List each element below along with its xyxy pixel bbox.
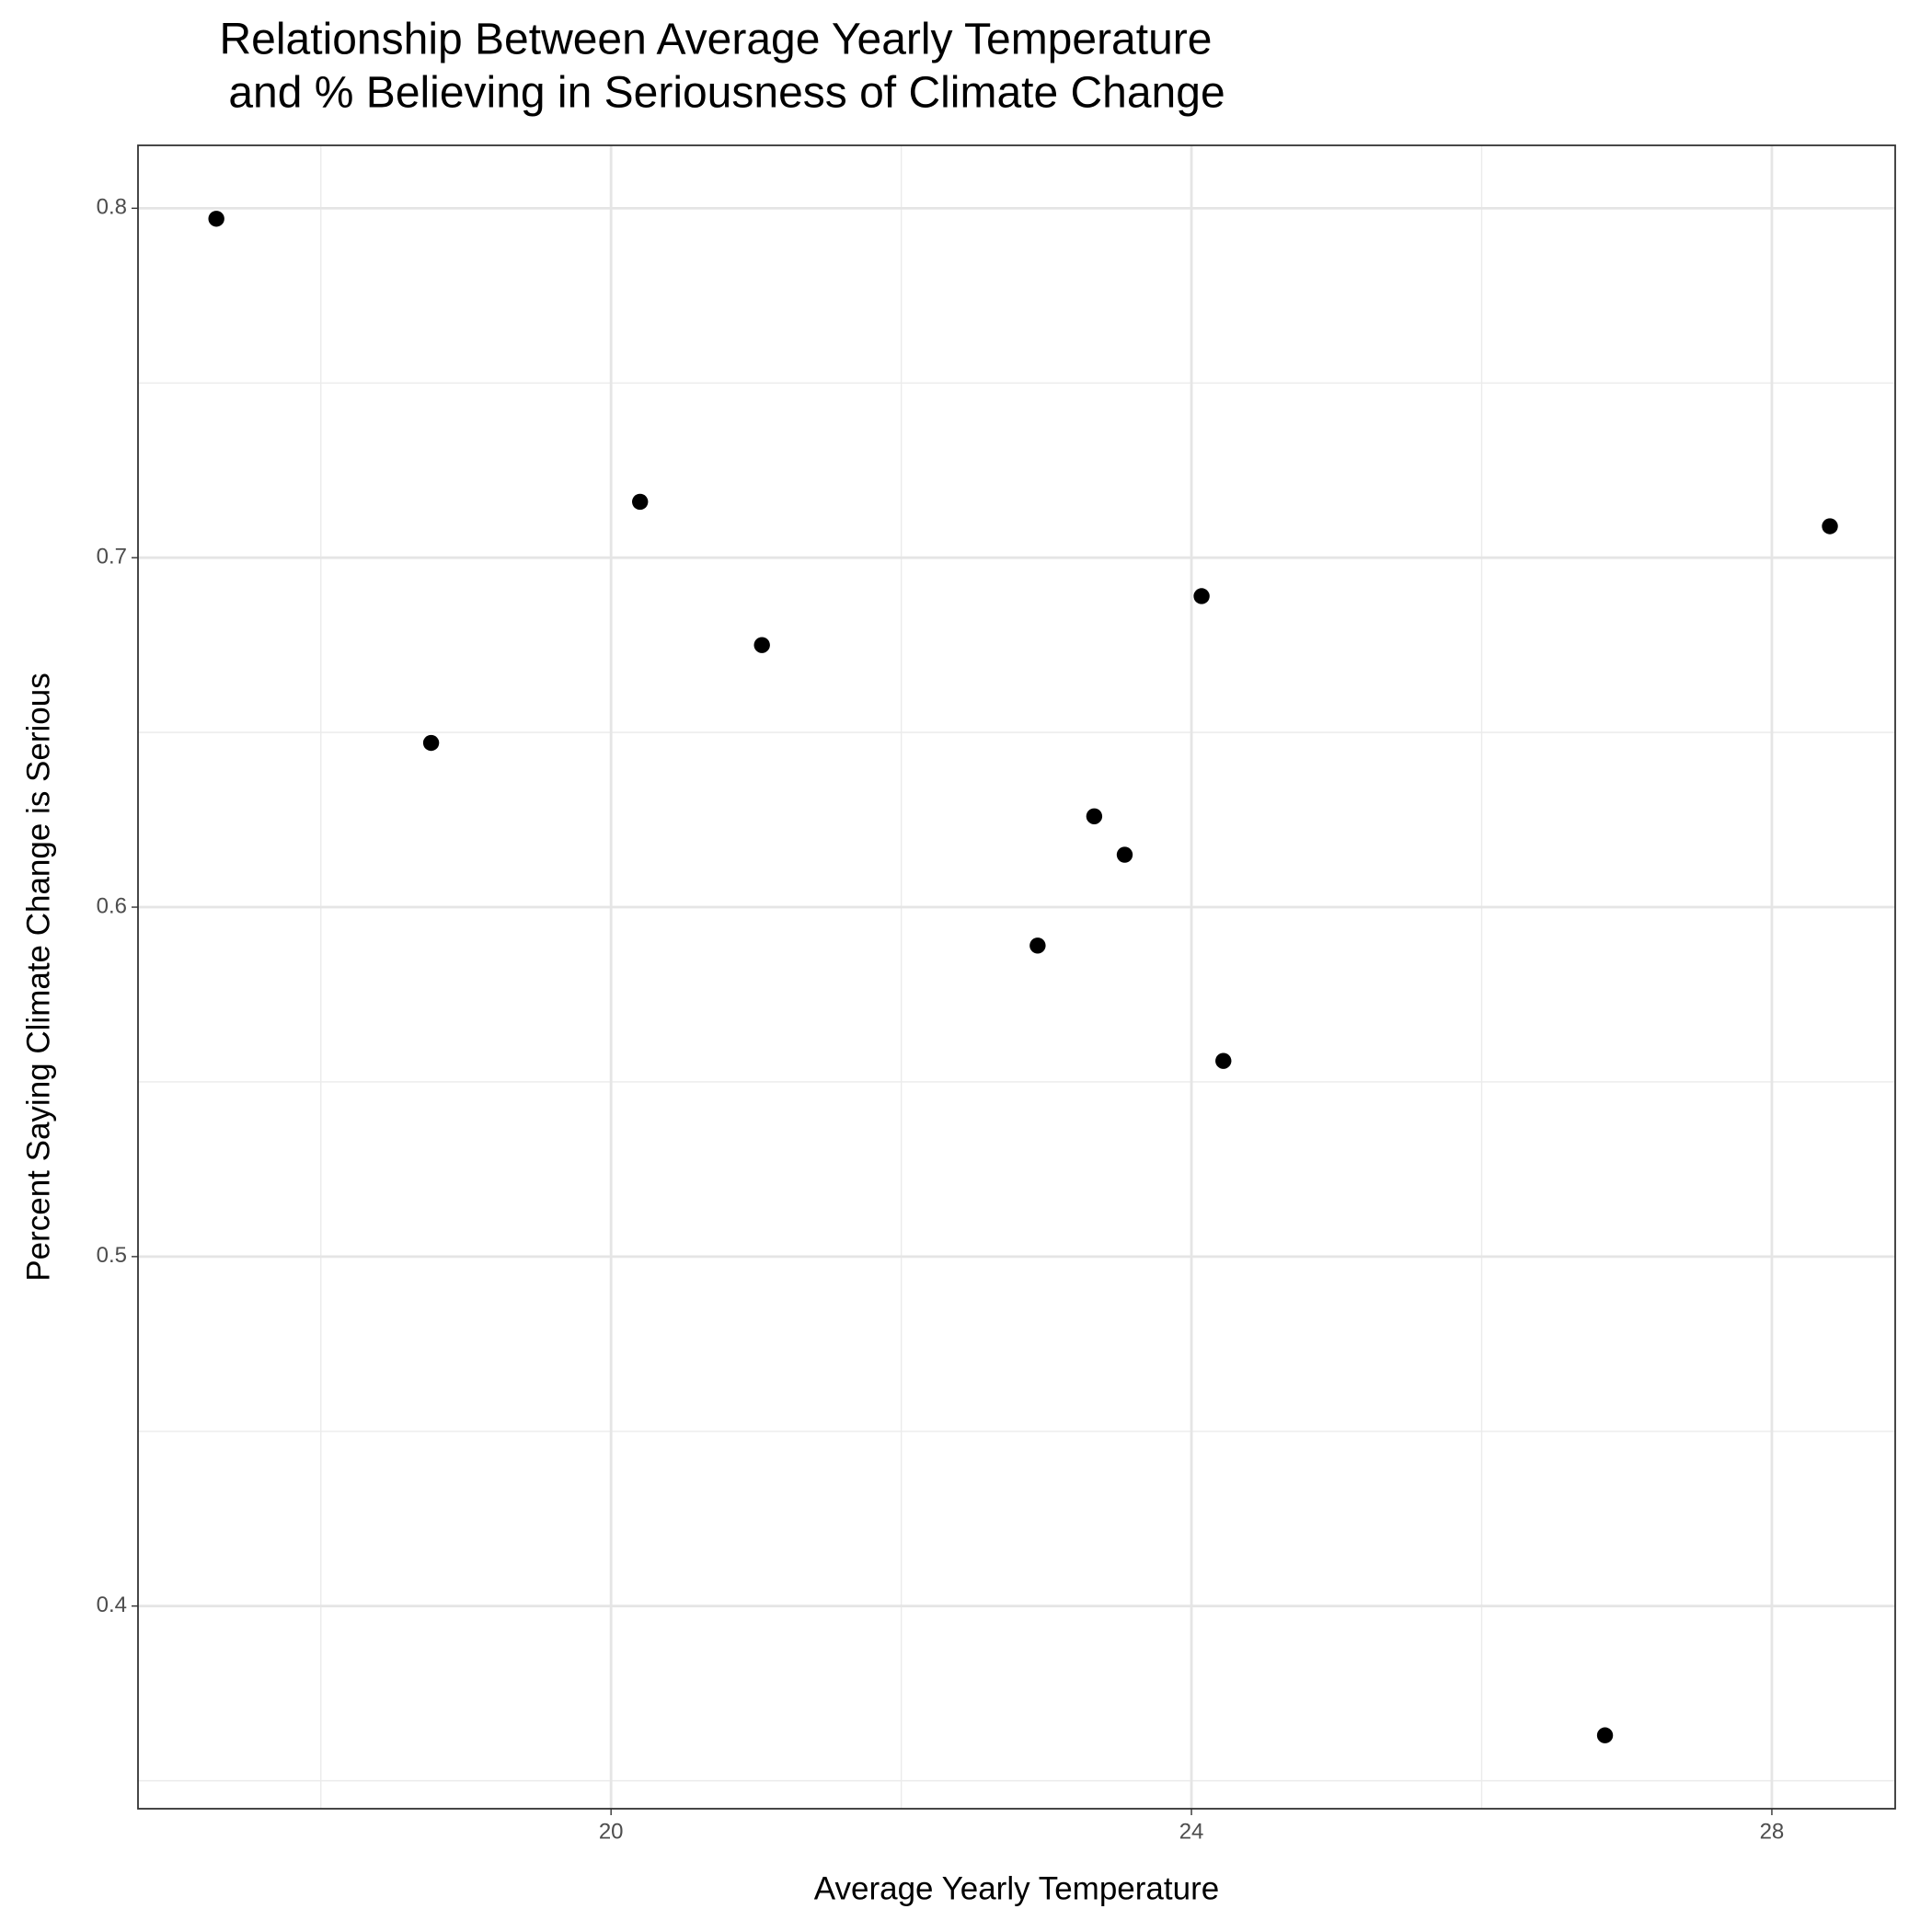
y-tick-label: 0.4 (97, 1593, 127, 1617)
x-tick-label: 20 (599, 1819, 624, 1844)
y-tick-label: 0.8 (97, 195, 127, 220)
point (1822, 518, 1838, 535)
y-tick-label: 0.7 (97, 545, 127, 569)
y-tick-label: 0.6 (97, 893, 127, 918)
point (1215, 1052, 1232, 1069)
y-axis-title: Percent Saying Climate Change is Serious (20, 673, 56, 1281)
point (208, 211, 224, 227)
plot-border (137, 144, 1896, 1810)
point (1029, 937, 1046, 954)
point (753, 637, 770, 653)
chart-title: Relationship Between Average Yearly Temp… (220, 16, 1213, 64)
point (1116, 846, 1133, 863)
point (422, 734, 440, 752)
x-tick-label: 28 (1760, 1819, 1785, 1844)
point (1596, 1727, 1614, 1743)
y-tick-label: 0.5 (97, 1243, 127, 1268)
chart-title: and % Believing in Seriousness of Climat… (228, 69, 1225, 118)
point (1086, 808, 1103, 824)
x-axis-title: Average Yearly Temperature (814, 1870, 1219, 1906)
x-tick-label: 24 (1179, 1819, 1204, 1844)
point (1193, 588, 1210, 604)
point (632, 493, 649, 511)
